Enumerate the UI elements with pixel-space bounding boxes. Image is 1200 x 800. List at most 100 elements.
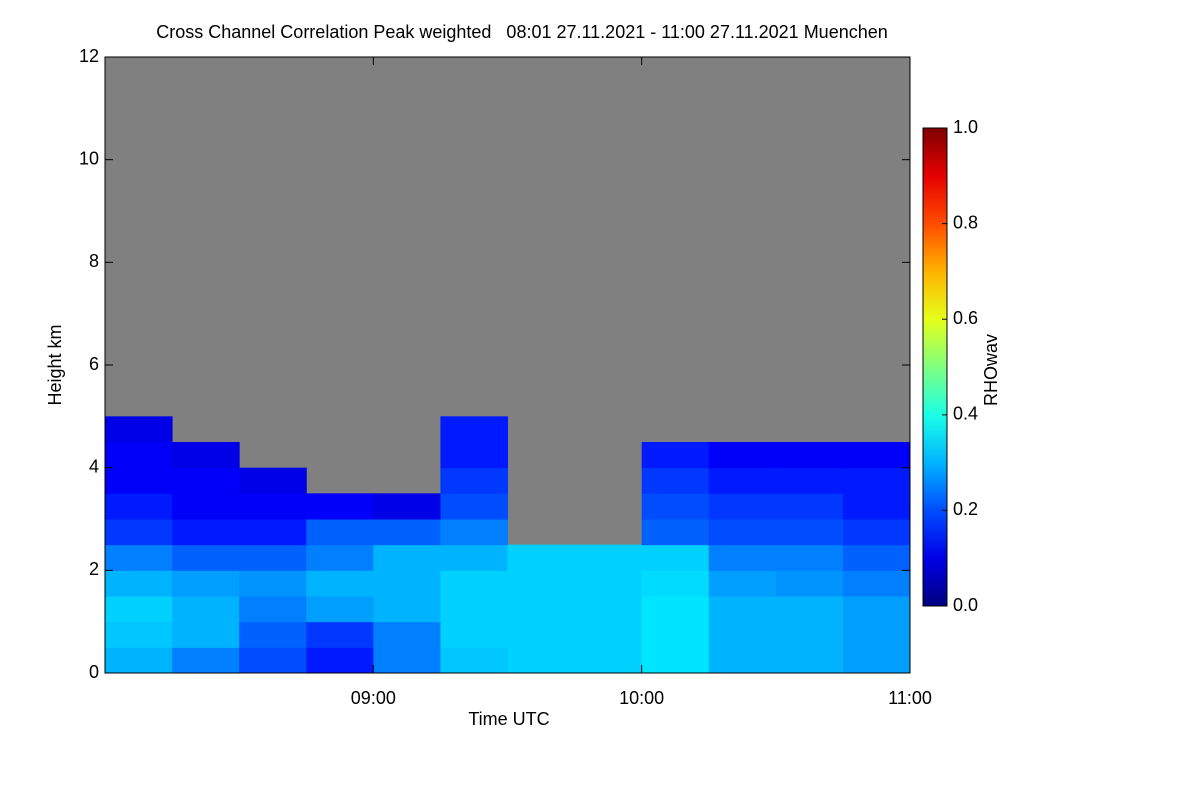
heatmap-cell xyxy=(105,570,173,597)
colorbar-label: RHOwav xyxy=(981,334,1001,406)
y-tick-label: 8 xyxy=(89,251,99,271)
heatmap-cell xyxy=(775,544,844,571)
heatmap-cell xyxy=(842,596,911,623)
heatmap-cell xyxy=(105,416,173,443)
heatmap-cell xyxy=(842,570,911,597)
heatmap-cell xyxy=(105,519,173,546)
heatmap-cell xyxy=(708,647,777,674)
heatmap-cell xyxy=(239,467,307,494)
heatmap-cell xyxy=(842,519,911,546)
x-tick-label: 09:00 xyxy=(351,688,396,708)
heatmap-cell xyxy=(775,519,844,546)
heatmap-cell xyxy=(239,519,307,546)
heatmap-cell xyxy=(775,442,844,469)
heatmap-cell xyxy=(507,544,576,571)
heatmap-cell xyxy=(507,570,576,597)
heatmap-cell xyxy=(842,544,911,571)
heatmap-cell xyxy=(574,570,643,597)
heatmap-cell xyxy=(105,647,173,674)
heatmap-cell xyxy=(842,493,911,520)
heatmap-cell xyxy=(641,621,710,648)
heatmap-cell xyxy=(775,596,844,623)
heatmap-cell xyxy=(708,493,777,520)
colorbar xyxy=(922,127,948,607)
heatmap-cell xyxy=(641,467,710,494)
heatmap-cell xyxy=(842,647,911,674)
heatmap-cell xyxy=(105,544,173,571)
heatmap-cell xyxy=(775,467,844,494)
heatmap-cell xyxy=(842,621,911,648)
heatmap-cell xyxy=(172,647,240,674)
heatmap-cell xyxy=(373,570,441,597)
heatmap-cell xyxy=(440,647,508,674)
heatmap-cell xyxy=(373,647,441,674)
colorbar-tick-label: 0.6 xyxy=(953,308,978,328)
chart-title: Cross Channel Correlation Peak weighted … xyxy=(156,22,888,42)
y-tick-label: 2 xyxy=(89,559,99,579)
heatmap-cell xyxy=(306,647,374,674)
x-tick-label: 10:00 xyxy=(619,688,664,708)
heatmap-cell xyxy=(708,596,777,623)
heatmap-cell xyxy=(105,467,173,494)
colorbar-tick-label: 0.0 xyxy=(953,595,978,615)
heatmap-cell xyxy=(239,544,307,571)
heatmap-cell xyxy=(507,621,576,648)
heatmap-cell xyxy=(641,596,710,623)
heatmap-cell xyxy=(306,596,374,623)
y-axis-label: Height km xyxy=(45,324,65,405)
y-tick-label: 0 xyxy=(89,662,99,682)
y-tick-label: 6 xyxy=(89,354,99,374)
heatmap-cell xyxy=(440,544,508,571)
heatmap-cell xyxy=(440,519,508,546)
heatmap-cell xyxy=(440,596,508,623)
heatmap-cell xyxy=(440,621,508,648)
colorbar-tick-label: 0.4 xyxy=(953,404,978,424)
heatmap-cell xyxy=(172,570,240,597)
heatmap-cell xyxy=(574,647,643,674)
heatmap-cell xyxy=(708,442,777,469)
heatmap-cell xyxy=(373,544,441,571)
x-axis-label: Time UTC xyxy=(468,709,549,729)
heatmap-cell xyxy=(440,442,508,469)
heatmap-cell xyxy=(708,621,777,648)
heatmap-cell xyxy=(708,544,777,571)
heatmap-cell xyxy=(172,544,240,571)
heatmap-cell xyxy=(239,621,307,648)
heatmap-cell xyxy=(373,519,441,546)
y-tick-label: 4 xyxy=(89,456,99,476)
heatmap-cell xyxy=(507,647,576,674)
heatmap-cell xyxy=(306,570,374,597)
heatmap-cell xyxy=(641,493,710,520)
heatmap-cell xyxy=(172,519,240,546)
heatmap-cell xyxy=(574,544,643,571)
heatmap-cell xyxy=(440,467,508,494)
heatmap-cell xyxy=(172,596,240,623)
heatmap-cell xyxy=(775,647,844,674)
heatmap-cell xyxy=(641,544,710,571)
heatmap-cell xyxy=(239,596,307,623)
y-tick-label: 10 xyxy=(79,148,99,168)
heatmap-cell xyxy=(708,519,777,546)
heatmap-cell xyxy=(105,621,173,648)
heatmap-cell xyxy=(440,493,508,520)
heatmap-cell xyxy=(708,570,777,597)
heatmap-cell xyxy=(641,442,710,469)
heatmap-cell xyxy=(842,442,911,469)
heatmap-cell xyxy=(306,544,374,571)
heatmap-cell xyxy=(440,570,508,597)
heatmap-cell xyxy=(574,596,643,623)
heatmap-cell xyxy=(172,467,240,494)
heatmap-cell xyxy=(239,493,307,520)
heatmap-cell xyxy=(775,621,844,648)
heatmap-cell xyxy=(641,570,710,597)
x-tick-label: 11:00 xyxy=(888,688,932,708)
heatmap-cell xyxy=(641,647,710,674)
heatmap-cell xyxy=(105,493,173,520)
heatmap-cell xyxy=(373,596,441,623)
heatmap-cell xyxy=(373,493,441,520)
heatmap-cell xyxy=(708,467,777,494)
heatmap-cell xyxy=(172,493,240,520)
heatmap-cell xyxy=(574,621,643,648)
heatmap-cell xyxy=(842,467,911,494)
